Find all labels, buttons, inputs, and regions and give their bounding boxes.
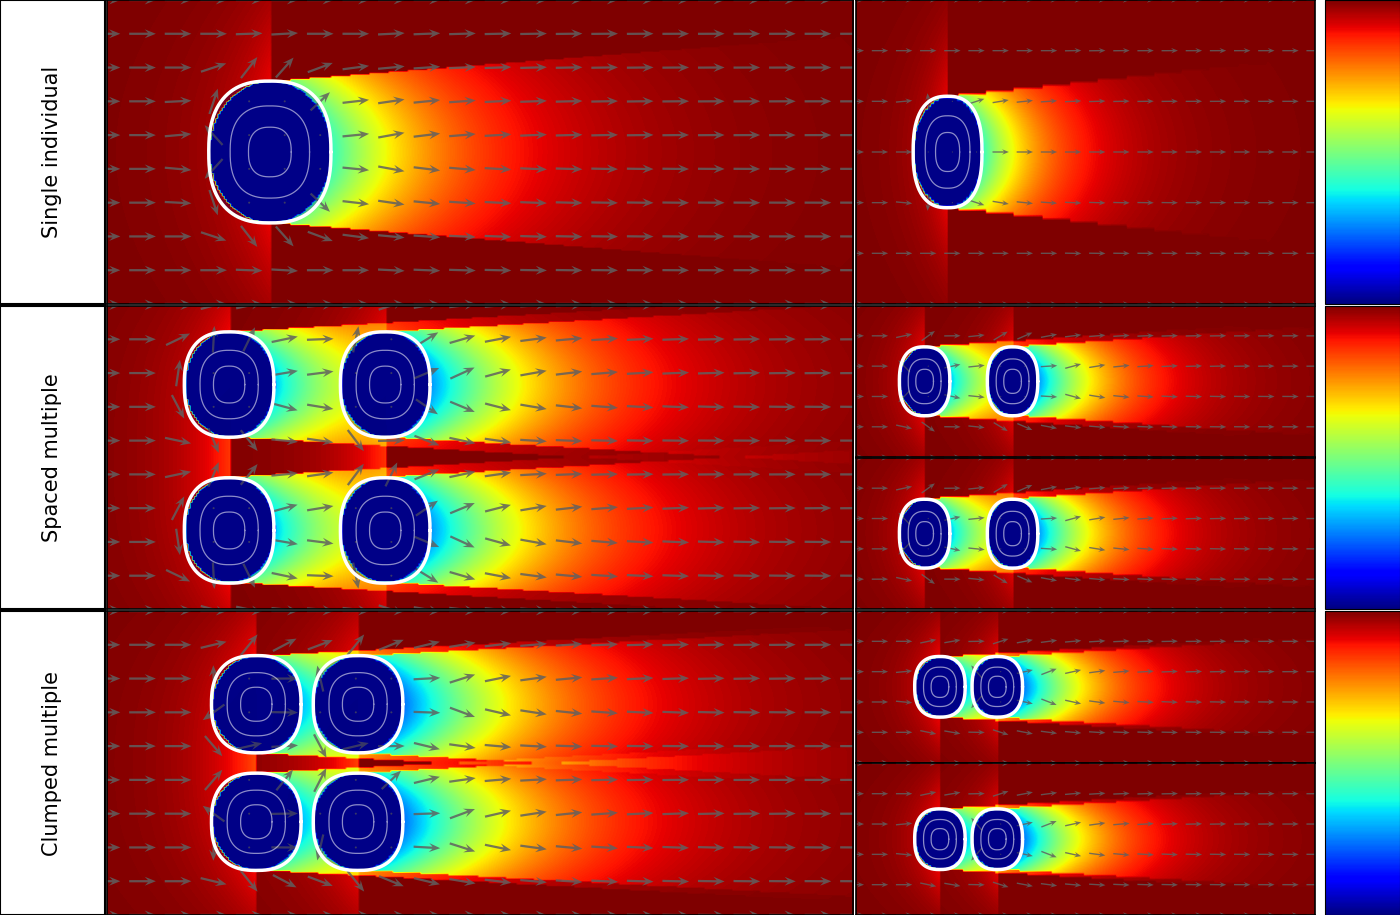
Polygon shape [314, 773, 403, 870]
Polygon shape [185, 332, 274, 437]
Polygon shape [987, 500, 1037, 568]
Polygon shape [913, 96, 981, 208]
Text: Spaced multiple: Spaced multiple [42, 373, 63, 542]
Polygon shape [987, 347, 1037, 415]
Polygon shape [314, 656, 403, 753]
Polygon shape [340, 332, 430, 437]
Polygon shape [972, 809, 1022, 869]
Polygon shape [211, 656, 301, 753]
Polygon shape [211, 773, 301, 870]
Polygon shape [340, 478, 430, 583]
Text: Clumped multiple: Clumped multiple [42, 671, 63, 856]
Polygon shape [899, 347, 949, 415]
Polygon shape [914, 809, 965, 869]
Polygon shape [209, 81, 330, 223]
Polygon shape [185, 478, 274, 583]
Text: Single individual: Single individual [42, 66, 63, 238]
Polygon shape [914, 656, 965, 717]
Polygon shape [972, 656, 1022, 717]
Polygon shape [899, 500, 949, 568]
